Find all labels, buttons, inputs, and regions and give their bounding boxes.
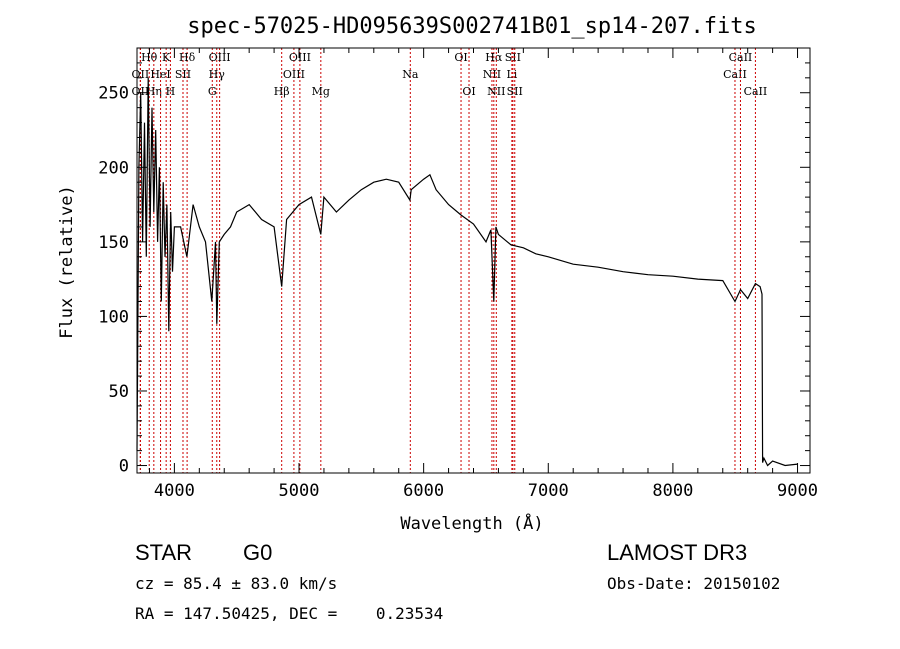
x-tick-label: 5000 [279, 481, 320, 501]
line-marker-label: CaII [723, 68, 747, 81]
subclass: G0 [243, 540, 273, 565]
redshift-readout: cz = 85.4 ± 83.0 km/s [135, 574, 338, 593]
obs-date: Obs-Date: 20150102 [607, 574, 781, 593]
line-marker-label: Na [402, 68, 419, 81]
y-axis-ticks: 0 50 100 150 200 250 [98, 62, 810, 477]
line-marker-label: NII [483, 68, 501, 81]
survey-name: LAMOST DR3 [607, 540, 748, 565]
line-marker-label: Li [506, 68, 517, 81]
line-marker-label: SII [505, 51, 521, 64]
line-marker-label: CaII [729, 51, 753, 64]
line-marker-label: Hη [146, 85, 162, 98]
x-tick-label: 9000 [777, 481, 818, 501]
y-tick-label: 0 [119, 457, 129, 477]
x-axis-label: Wavelength (Å) [400, 512, 543, 534]
line-marker-label: OIII [289, 51, 311, 64]
y-tick-label: 100 [98, 307, 129, 327]
line-marker-label: OIII [283, 68, 305, 81]
x-tick-label: 6000 [403, 481, 444, 501]
line-marker-label: SII [507, 85, 523, 98]
line-marker-label: H [166, 85, 176, 98]
line-marker-label: OI [462, 85, 475, 98]
line-marker-label: CaII [744, 85, 768, 98]
object-class: STAR [135, 540, 193, 565]
line-marker-label: NII [487, 85, 505, 98]
x-tick-label: 4000 [154, 481, 195, 501]
y-axis-label: Flux (relative) [57, 185, 77, 339]
line-marker-label: Hγ [209, 68, 226, 81]
spectrum-line [136, 77, 798, 467]
x-axis-ticks: 4000 5000 6000 7000 8000 9000 [148, 48, 818, 501]
plot-frame [136, 47, 811, 474]
line-marker-label: HeI [150, 68, 170, 81]
line-marker-label: Hα [485, 51, 503, 64]
line-marker-label: Hβ [274, 85, 290, 98]
line-marker-label: Mg [312, 85, 330, 98]
line-marker-label: SII [175, 68, 191, 81]
spectrum-series [136, 77, 798, 467]
line-marker-label: G [208, 85, 217, 98]
chart-title: spec-57025-HD095639S002741B01_sp14-207.f… [187, 14, 757, 39]
y-tick-label: 150 [98, 233, 129, 253]
y-tick-label: 250 [98, 84, 129, 104]
line-marker-label: Hδ [179, 51, 196, 64]
line-marker-label: OII [132, 68, 150, 81]
x-tick-label: 8000 [652, 481, 693, 501]
x-tick-label: 7000 [528, 481, 569, 501]
line-markers: OIIHθOIIHηHeIKHSIIHδGHγOIIIHβOIIIOIIIMgN… [132, 48, 768, 473]
coordinates: RA = 147.50425, DEC = 0.23534 [135, 604, 444, 623]
line-marker-label: OI [454, 51, 467, 64]
y-tick-label: 200 [98, 158, 129, 178]
line-marker-label: OIII [209, 51, 231, 64]
line-marker-label: OII [132, 85, 150, 98]
y-tick-label: 50 [109, 382, 129, 402]
line-marker-label: K [162, 51, 171, 64]
